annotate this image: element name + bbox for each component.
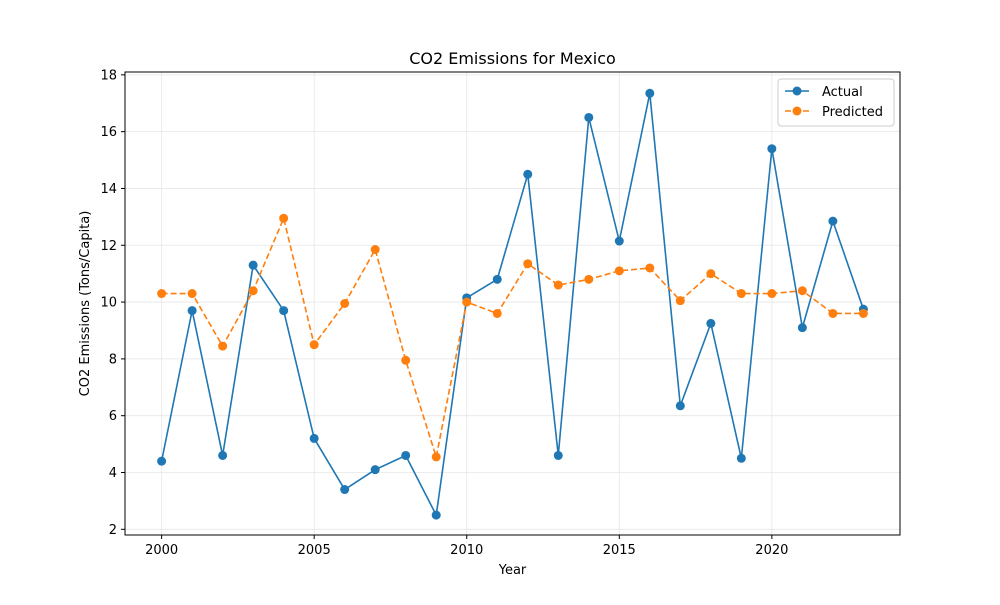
data-point-predicted [797,286,807,296]
data-point-actual [553,450,563,460]
data-point-predicted [828,308,838,318]
data-point-actual [645,88,655,98]
chart-title: CO2 Emissions for Mexico [409,49,616,68]
data-point-actual [218,450,228,460]
data-point-actual [736,453,746,463]
data-point-predicted [248,286,258,296]
legend-label-predicted: Predicted [822,105,883,120]
legend-swatch-marker-predicted [792,106,802,116]
data-point-predicted [553,280,563,290]
data-point-actual [492,274,502,284]
data-point-actual [584,112,594,122]
data-point-actual [309,433,319,443]
data-point-predicted [370,245,380,255]
data-point-predicted [279,213,289,223]
data-point-predicted [492,308,502,318]
axis-ticks: 2000 2005 2010 2015 2020 2 4 6 8 10 12 14 16 18 [100,68,788,558]
y-tick-label: 8 [109,352,117,367]
data-point-actual [797,323,807,333]
data-point-predicted [340,299,350,308]
y-tick-label: 10 [100,296,117,311]
data-point-actual [340,485,350,495]
data-point-actual [401,450,411,460]
data-point-predicted [736,289,746,299]
data-point-actual [706,318,716,328]
data-point-actual [523,169,533,179]
y-tick-label: 14 [100,182,117,197]
data-point-actual [675,401,685,411]
y-tick-label: 16 [100,125,117,140]
data-point-actual [828,216,838,226]
data-point-actual [248,260,258,270]
series-line-predicted [161,217,864,458]
data-point-predicted [614,266,624,276]
legend-swatch-marker-actual [792,86,802,96]
series-group [157,88,868,520]
data-point-predicted [675,296,685,306]
data-point-actual [767,144,777,154]
data-point-predicted [218,341,228,351]
plot-area-frame [124,71,901,536]
data-point-actual [370,465,380,475]
data-point-actual [157,456,167,466]
data-point-predicted [462,297,472,307]
data-point-actual [614,236,624,246]
x-tick-label: 2000 [145,543,178,558]
data-point-actual [431,510,441,520]
data-point-predicted [858,308,868,318]
data-point-predicted [187,289,197,299]
data-point-predicted [401,355,411,365]
x-tick-label: 2015 [603,543,636,558]
x-tick-label: 2020 [755,543,788,558]
data-point-predicted [584,274,594,284]
data-point-actual [279,306,289,316]
y-tick-label: 6 [109,409,117,424]
y-axis-label: CO2 Emissions (Tons/Capita) [78,211,93,397]
series-actual [157,88,868,520]
data-point-predicted [523,259,533,269]
series-predicted [157,213,868,462]
data-point-predicted [645,263,655,273]
legend-label-actual: Actual [822,85,863,100]
data-point-predicted [431,452,441,462]
legend: Actual Predicted [777,78,895,127]
data-point-actual [187,306,197,316]
data-point-predicted [767,289,777,299]
data-point-predicted [157,289,167,299]
y-tick-label: 18 [100,68,117,83]
series-line-actual [160,92,865,516]
data-point-predicted [706,269,716,279]
x-tick-label: 2005 [298,543,331,558]
y-tick-label: 2 [109,523,117,538]
data-point-predicted [309,340,319,350]
y-tick-label: 12 [100,239,117,254]
x-axis-label: Year [498,563,527,578]
x-tick-label: 2010 [450,543,483,558]
y-tick-label: 4 [109,466,117,481]
